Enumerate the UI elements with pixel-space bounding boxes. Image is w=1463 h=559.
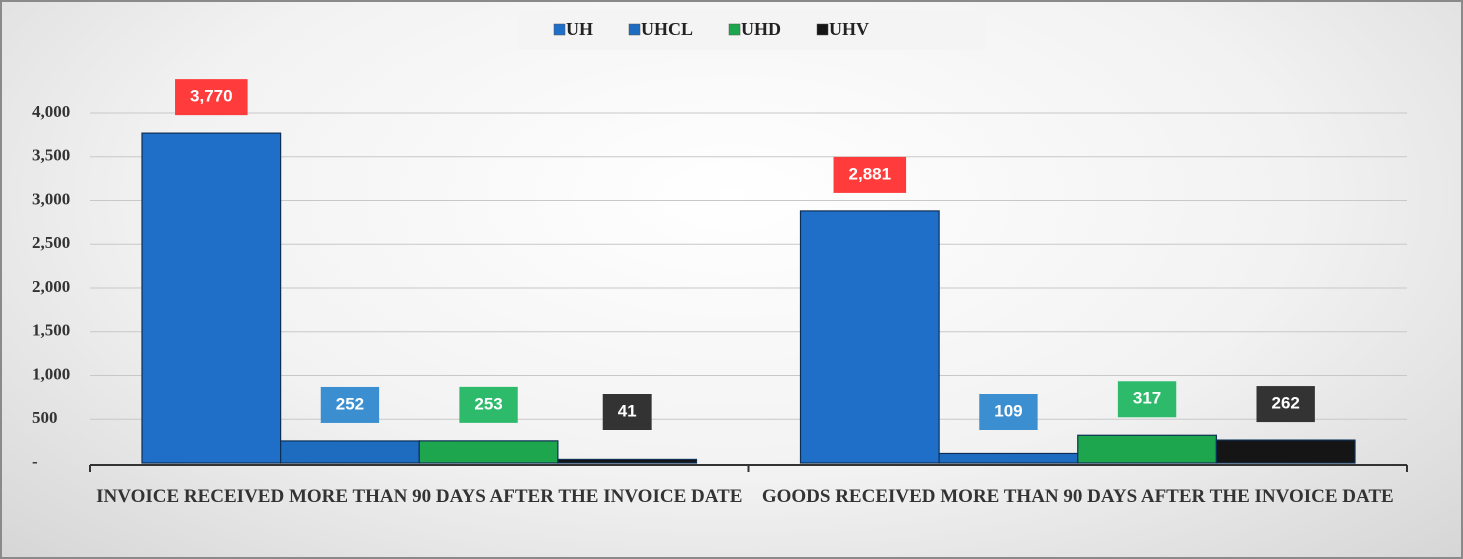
y-tick-label: 2,000 <box>32 277 70 296</box>
bar <box>1215 439 1356 464</box>
legend-swatch <box>816 23 829 36</box>
data-label-box <box>1117 381 1177 418</box>
data-label-box <box>320 386 380 423</box>
bar <box>938 452 1079 464</box>
legend-label: UHCL <box>641 19 693 39</box>
data-label: 109 <box>994 401 1022 420</box>
y-tick-label: 4,000 <box>32 102 70 121</box>
data-label-box <box>1256 386 1315 423</box>
y-tick-label: 2,500 <box>32 233 70 252</box>
y-tick-label: - <box>32 452 38 471</box>
data-label: 262 <box>1272 394 1300 413</box>
x-tick-label: GOODS RECEIVED MORE THAN 90 DAYS AFTER T… <box>761 486 1394 507</box>
y-tick-label: 3,500 <box>32 146 70 165</box>
data-label: 3,770 <box>190 87 233 106</box>
y-tick-label: 500 <box>32 408 58 427</box>
legend-swatch <box>553 23 566 36</box>
data-label-box <box>979 394 1038 430</box>
legend-swatch <box>628 23 641 36</box>
bar <box>418 440 559 464</box>
data-label-box <box>833 156 907 193</box>
bar <box>799 210 940 464</box>
data-label: 41 <box>618 401 637 420</box>
bar <box>557 458 698 464</box>
legend-label: UH <box>566 19 593 39</box>
data-label: 253 <box>474 394 502 413</box>
bar <box>280 440 420 464</box>
legend-label: UHV <box>829 19 869 39</box>
data-label-box <box>459 386 518 423</box>
legend-box <box>518 10 986 50</box>
y-tick-label: 1,500 <box>32 321 70 340</box>
legend-swatch <box>728 23 741 36</box>
legend-label: UHD <box>741 19 781 39</box>
data-label: 2,881 <box>849 164 892 183</box>
bar <box>141 132 282 464</box>
bar <box>1077 434 1217 464</box>
y-tick-label: 3,000 <box>32 189 70 208</box>
data-label: 317 <box>1133 389 1161 408</box>
x-tick-label: INVOICE RECEIVED MORE THAN 90 DAYS AFTER… <box>96 486 743 507</box>
data-label: 252 <box>336 394 364 413</box>
data-label-box <box>602 394 652 430</box>
y-tick-label: 1,000 <box>32 364 70 383</box>
data-label-box <box>175 79 248 116</box>
